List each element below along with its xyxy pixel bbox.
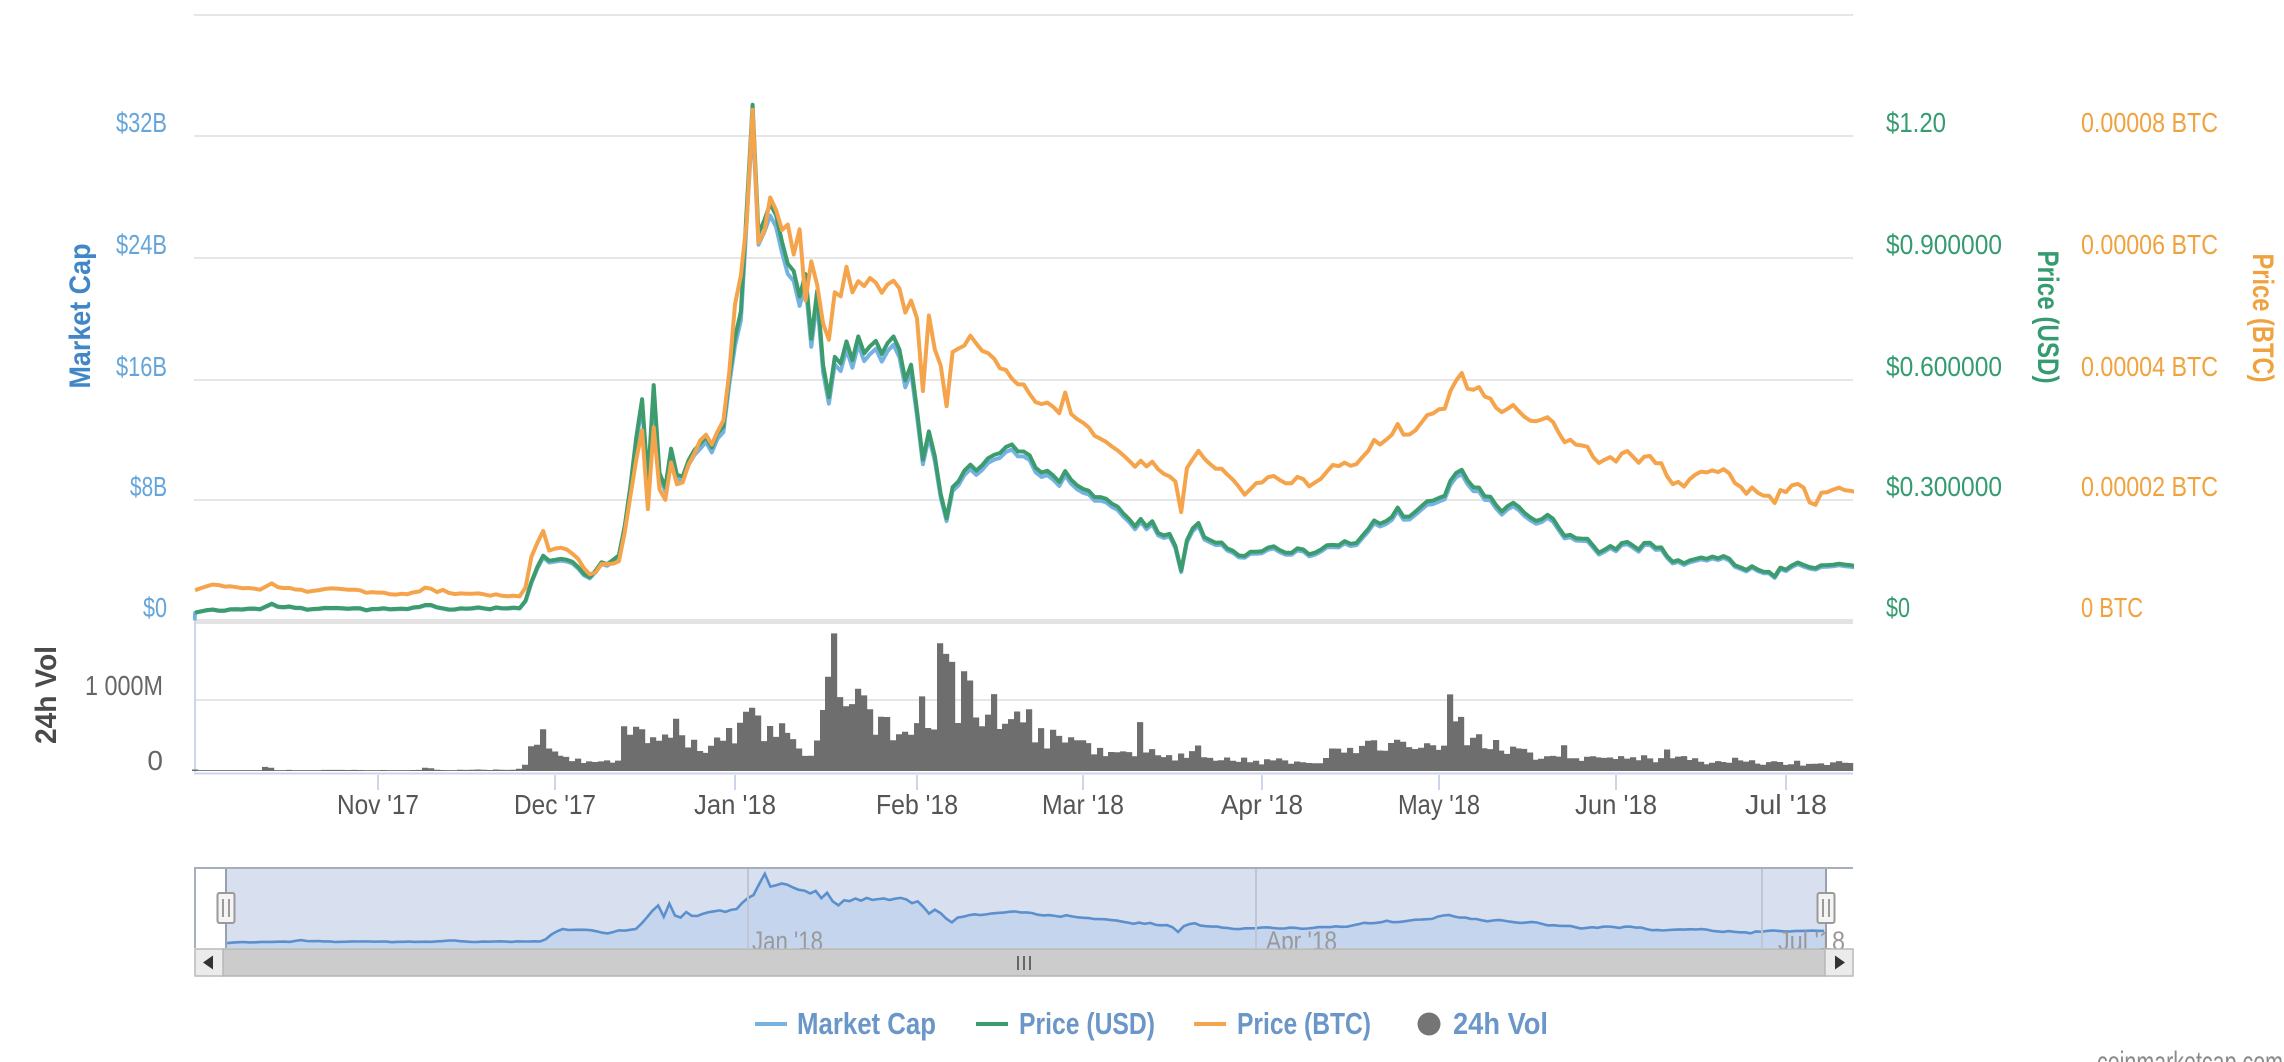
svg-text:0 BTC: 0 BTC [2081,592,2143,623]
svg-text:Price (USD): Price (USD) [1019,1006,1155,1041]
svg-text:Apr '18: Apr '18 [1221,789,1303,820]
svg-text:Price (USD): Price (USD) [2031,251,2064,384]
svg-text:Jun '18: Jun '18 [1575,789,1657,820]
svg-text:0.00008 BTC: 0.00008 BTC [2081,107,2218,138]
svg-text:Price (BTC): Price (BTC) [1237,1006,1371,1041]
svg-text:Feb '18: Feb '18 [876,789,958,820]
svg-text:1 000M: 1 000M [85,670,163,701]
svg-text:Price (BTC): Price (BTC) [2246,254,2279,383]
svg-text:0.00004 BTC: 0.00004 BTC [2081,351,2218,382]
svg-text:$16B: $16B [116,351,167,382]
svg-text:$8B: $8B [130,471,167,502]
svg-text:Nov '17: Nov '17 [337,789,419,820]
svg-text:May '18: May '18 [1398,789,1480,820]
svg-text:Dec '17: Dec '17 [514,789,596,820]
svg-text:Mar '18: Mar '18 [1042,789,1124,820]
svg-text:$32B: $32B [116,107,167,138]
svg-text:24h Vol: 24h Vol [1453,1006,1548,1041]
svg-text:$0: $0 [143,592,167,623]
svg-text:Jan '18: Jan '18 [694,789,776,820]
svg-text:24h Vol: 24h Vol [30,646,63,744]
svg-text:Market Cap: Market Cap [64,244,97,389]
svg-text:$1.20: $1.20 [1886,107,1946,138]
svg-text:coinmarketcap.com: coinmarketcap.com [2097,1046,2283,1062]
svg-text:$0.300000: $0.300000 [1886,471,2002,502]
svg-text:$0.900000: $0.900000 [1886,229,2002,260]
svg-text:0: 0 [147,745,163,776]
svg-text:Market Cap: Market Cap [797,1006,936,1041]
svg-text:Jul '18: Jul '18 [1745,789,1827,820]
svg-text:0.00006 BTC: 0.00006 BTC [2081,229,2218,260]
svg-text:$0: $0 [1886,592,1910,623]
svg-text:0.00002 BTC: 0.00002 BTC [2081,471,2218,502]
svg-text:$0.600000: $0.600000 [1886,351,2002,382]
svg-text:$24B: $24B [116,229,167,260]
